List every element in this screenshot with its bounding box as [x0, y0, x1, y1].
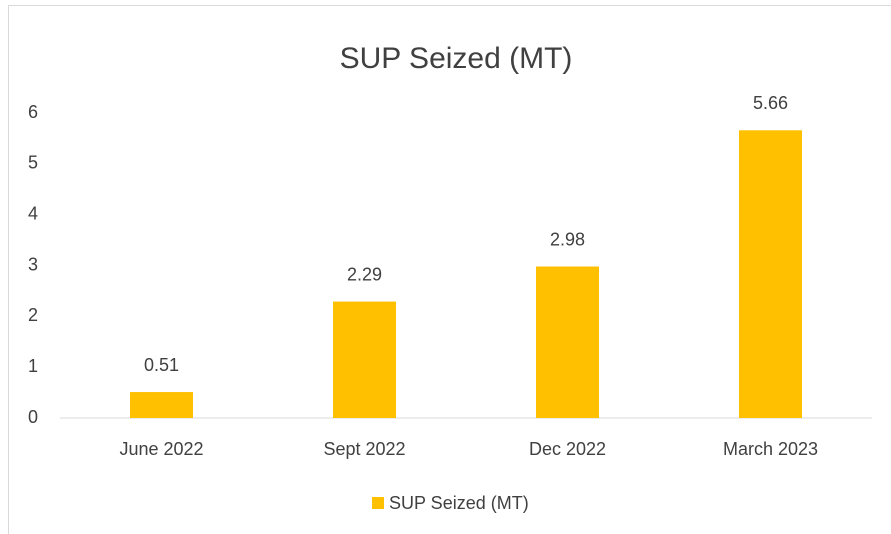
chart-title: SUP Seized (MT) — [340, 42, 573, 75]
bar — [536, 266, 599, 418]
data-label: 2.98 — [550, 229, 585, 249]
y-tick-label: 6 — [28, 102, 38, 122]
bar — [130, 392, 193, 418]
x-tick-label: June 2022 — [119, 439, 203, 459]
y-tick-label: 5 — [28, 153, 38, 173]
legend-label: SUP Seized (MT) — [389, 493, 529, 513]
data-label: 5.66 — [753, 93, 788, 113]
x-tick-label: Sept 2022 — [323, 439, 405, 459]
bar — [333, 301, 396, 418]
y-tick-label: 2 — [28, 305, 38, 325]
x-tick-label: March 2023 — [723, 439, 818, 459]
bar — [739, 130, 802, 419]
data-label: 2.29 — [347, 264, 382, 284]
data-label: 0.51 — [144, 355, 179, 375]
x-tick-label: Dec 2022 — [529, 439, 606, 459]
y-tick-label: 1 — [28, 356, 38, 376]
y-tick-label: 4 — [28, 203, 38, 223]
y-tick-label: 0 — [28, 407, 38, 427]
y-tick-label: 3 — [28, 254, 38, 274]
legend-swatch — [372, 497, 384, 509]
